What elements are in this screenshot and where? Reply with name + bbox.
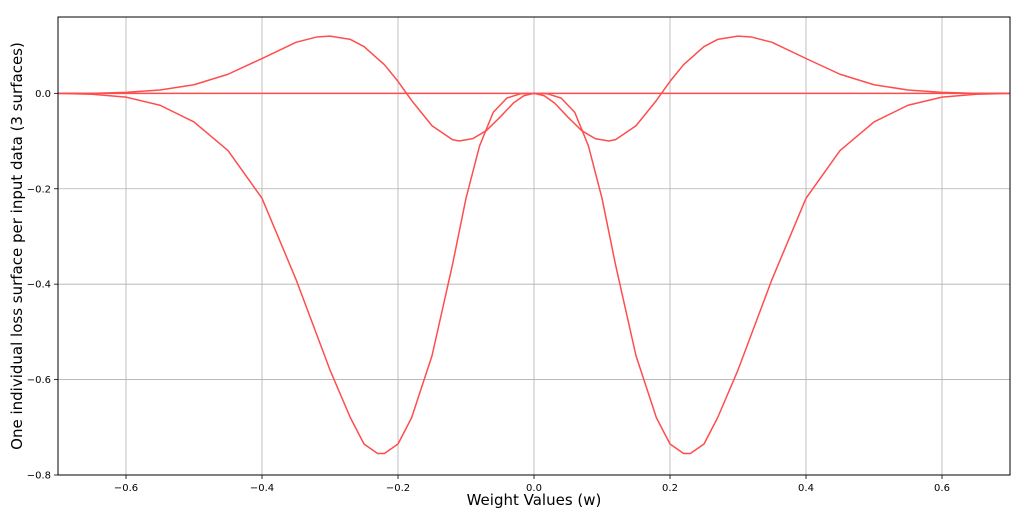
ticks: −0.6 −0.4 −0.2 0.0 0.2 0.4 0.6 −0.8 −0.6 −0.4 −0.2… (27, 89, 950, 494)
x-axis-label: Weight Values (w) (467, 491, 602, 509)
series-group (57, 35, 1011, 455)
y-tick-label: −0.4 (27, 280, 51, 291)
series-line-3 (57, 92, 1011, 455)
x-tick-label: 0.0 (526, 483, 542, 494)
y-tick-label: −0.8 (27, 471, 51, 482)
x-tick-label: −0.4 (250, 483, 274, 494)
x-tick-label: 0.6 (934, 483, 950, 494)
x-tick-label: −0.6 (114, 483, 138, 494)
y-axis-label: One individual loss surface per input da… (8, 42, 26, 450)
x-tick-label: −0.2 (386, 483, 410, 494)
y-tick-label: −0.6 (27, 375, 51, 386)
x-tick-label: 0.4 (798, 483, 814, 494)
y-tick-label: 0.0 (35, 89, 51, 100)
y-tick-label: −0.2 (27, 184, 51, 195)
x-tick-label: 0.2 (662, 483, 678, 494)
